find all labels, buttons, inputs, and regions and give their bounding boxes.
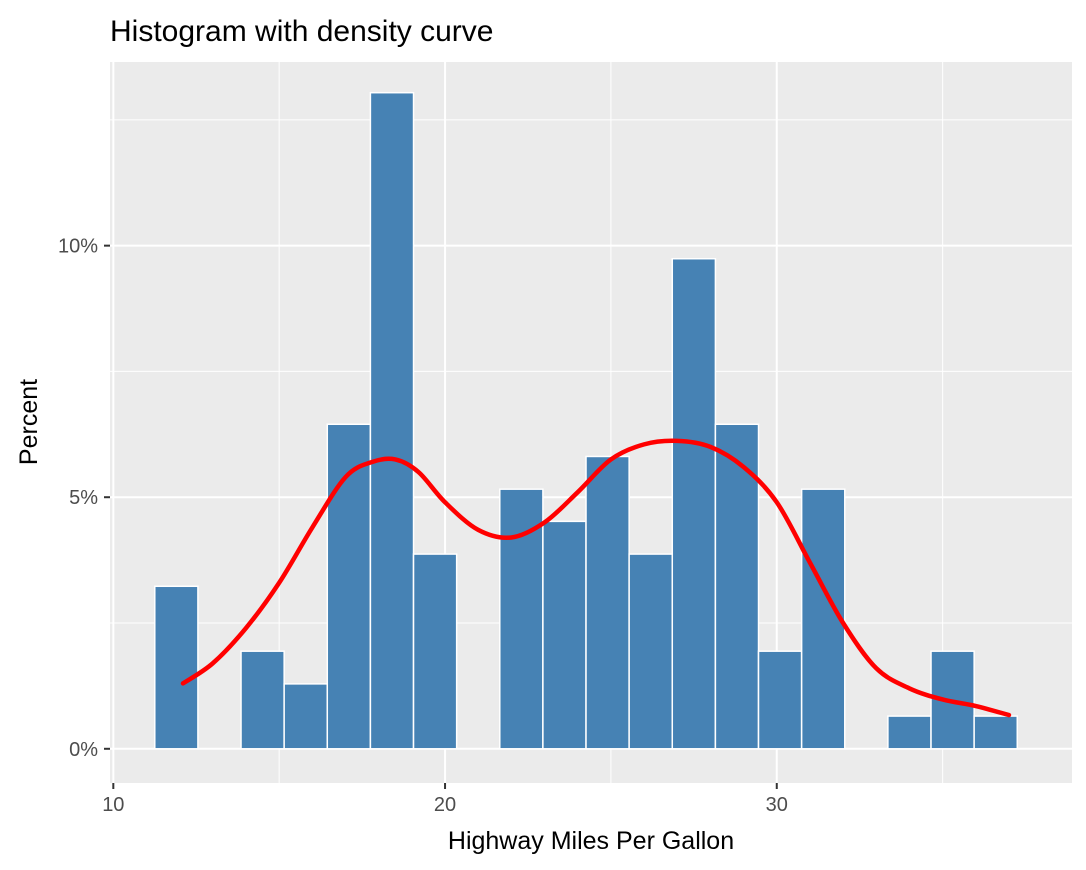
- histogram-bar: [887, 715, 932, 750]
- y-tick-label: 0%: [69, 739, 98, 761]
- y-axis-title: Percent: [15, 379, 43, 465]
- histogram-bar: [499, 488, 544, 750]
- histogram-bar: [283, 683, 329, 750]
- x-axis-title: Highway Miles Per Gallon: [448, 827, 734, 855]
- x-tick-label: 10: [102, 794, 124, 816]
- histogram-bar: [542, 520, 587, 750]
- y-tick-label: 5%: [69, 487, 98, 509]
- histogram-bar: [757, 650, 803, 750]
- chart-title: Histogram with density curve: [110, 15, 493, 48]
- histogram-bar: [973, 715, 1019, 750]
- histogram-bar: [326, 423, 372, 750]
- density-curve: [180, 438, 1012, 718]
- histogram-bar: [154, 585, 199, 750]
- x-axis: 10 20 30: [102, 783, 788, 816]
- x-tick-label: 20: [434, 794, 456, 816]
- histogram-bar: [369, 91, 415, 750]
- y-tick-label: 10%: [58, 236, 98, 258]
- x-tick-label: 30: [766, 794, 788, 816]
- histogram-bar: [412, 553, 458, 750]
- histogram-bar: [671, 257, 717, 750]
- histogram-bar: [714, 423, 760, 750]
- histogram-bar: [240, 650, 285, 750]
- histogram-bar: [585, 455, 630, 750]
- histogram-bars: [154, 91, 1019, 750]
- y-axis: 0% 5% 10%: [58, 236, 110, 761]
- histogram-bar: [628, 553, 674, 750]
- histogram-bar: [800, 488, 846, 750]
